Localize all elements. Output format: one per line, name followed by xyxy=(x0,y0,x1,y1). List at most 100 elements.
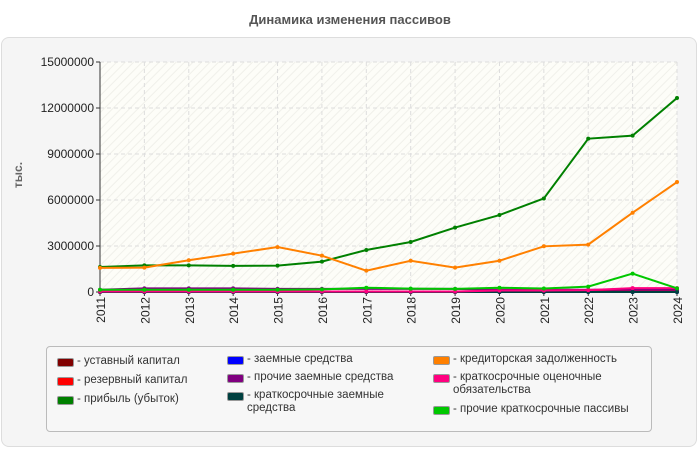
legend-item: - прочие заемные средства xyxy=(227,371,393,384)
data-point xyxy=(364,289,369,294)
legend-swatch xyxy=(57,396,74,405)
data-point xyxy=(453,225,458,230)
legend-item: - краткосрочные заемные средства xyxy=(227,389,422,415)
data-point xyxy=(630,290,635,294)
x-tick-label: 2014 xyxy=(227,297,241,324)
data-point xyxy=(497,258,502,263)
x-tick-label: 2024 xyxy=(671,297,685,324)
series-line xyxy=(99,181,678,272)
data-point xyxy=(319,259,324,264)
legend-label: - резервный капитал xyxy=(77,374,188,386)
legend-swatch xyxy=(227,392,244,401)
legend-item: - прочие краткосрочные пассивы xyxy=(433,403,629,416)
data-point xyxy=(675,286,679,291)
series-line xyxy=(100,287,677,293)
data-point xyxy=(630,210,635,215)
data-point xyxy=(453,265,458,270)
legend-label: - прочие заемные средства xyxy=(247,371,394,383)
legend-label: - краткосрочные заемные средства xyxy=(247,389,384,414)
x-tick-label: 2012 xyxy=(138,297,152,324)
data-point xyxy=(231,287,236,292)
y-tick-label: 0 xyxy=(87,285,94,299)
legend-item: - уставный капитал xyxy=(57,355,180,368)
data-point xyxy=(319,253,324,258)
data-point xyxy=(541,286,546,291)
x-tick-label: 2023 xyxy=(627,297,641,324)
legend-label: - заемные средства xyxy=(247,353,353,365)
legend-item: - краткосрочные оценочные обязательства xyxy=(433,371,643,397)
data-point xyxy=(275,245,280,250)
x-tick-label: 2013 xyxy=(183,297,197,324)
legend-swatch xyxy=(57,377,74,386)
data-point xyxy=(630,286,635,291)
series-line xyxy=(99,97,678,269)
data-point xyxy=(275,263,280,268)
data-point xyxy=(453,286,458,291)
legend-swatch xyxy=(433,406,450,415)
data-point xyxy=(98,265,102,270)
plot-area xyxy=(100,62,677,292)
data-point xyxy=(586,242,591,247)
y-tick-label: 15000000 xyxy=(41,55,95,69)
y-tick-label: 9000000 xyxy=(47,147,94,161)
data-point xyxy=(675,180,679,185)
data-point xyxy=(319,287,324,292)
data-point xyxy=(541,244,546,249)
data-point xyxy=(675,96,679,101)
legend-swatch xyxy=(57,358,74,367)
x-tick-label: 2022 xyxy=(582,297,596,324)
data-point xyxy=(408,286,413,291)
data-point xyxy=(364,247,369,252)
x-tick-label: 2020 xyxy=(493,297,507,324)
x-tick-label: 2016 xyxy=(316,297,330,324)
data-point xyxy=(186,287,191,292)
legend-label: - краткосрочные оценочные обязательства xyxy=(453,371,602,396)
x-tick-label: 2018 xyxy=(405,297,419,324)
data-point xyxy=(541,196,546,201)
data-point xyxy=(408,289,413,294)
x-tick-label: 2015 xyxy=(272,297,286,324)
x-tick-label: 2017 xyxy=(360,297,374,324)
chart-title: Динамика изменения пассивов xyxy=(249,12,451,27)
legend-swatch xyxy=(227,374,244,383)
data-point xyxy=(630,133,635,138)
data-point xyxy=(586,284,591,289)
data-point xyxy=(186,263,191,268)
data-point xyxy=(231,263,236,268)
data-point xyxy=(364,285,369,290)
data-point xyxy=(408,240,413,245)
data-point xyxy=(497,288,502,293)
data-point xyxy=(586,136,591,141)
legend-item: - прибыль (убыток) xyxy=(57,393,179,406)
y-tick-label: 12000000 xyxy=(41,101,95,115)
legend-label: - прибыль (убыток) xyxy=(77,393,179,405)
data-point xyxy=(142,265,147,270)
legend-swatch xyxy=(433,356,450,365)
data-point xyxy=(142,287,147,292)
y-tick-label: 3000000 xyxy=(47,239,94,253)
series-line xyxy=(100,272,678,291)
data-point xyxy=(586,288,591,293)
legend-item: - резервный капитал xyxy=(57,374,187,387)
legend-item: - кредиторская задолженность xyxy=(433,353,617,366)
legend-swatch xyxy=(433,374,450,383)
legend-item: - заемные средства xyxy=(227,353,353,366)
data-point xyxy=(497,213,502,218)
data-point xyxy=(231,251,236,256)
y-tick-label: 6000000 xyxy=(47,193,94,207)
data-point xyxy=(630,271,635,276)
legend-label: - прочие краткосрочные пассивы xyxy=(453,403,629,415)
y-axis-label: тыс. xyxy=(11,162,25,188)
data-point xyxy=(98,287,102,292)
x-tick-label: 2019 xyxy=(449,297,463,324)
legend-label: - уставный капитал xyxy=(77,355,180,367)
data-point xyxy=(275,287,280,292)
x-tick-label: 2021 xyxy=(538,297,552,324)
data-point xyxy=(408,258,413,263)
legend: - уставный капитал - резервный капитал - п… xyxy=(46,346,652,432)
data-point xyxy=(186,258,191,263)
legend-label: - кредиторская задолженность xyxy=(453,353,617,365)
data-point xyxy=(497,285,502,290)
data-point xyxy=(364,268,369,273)
